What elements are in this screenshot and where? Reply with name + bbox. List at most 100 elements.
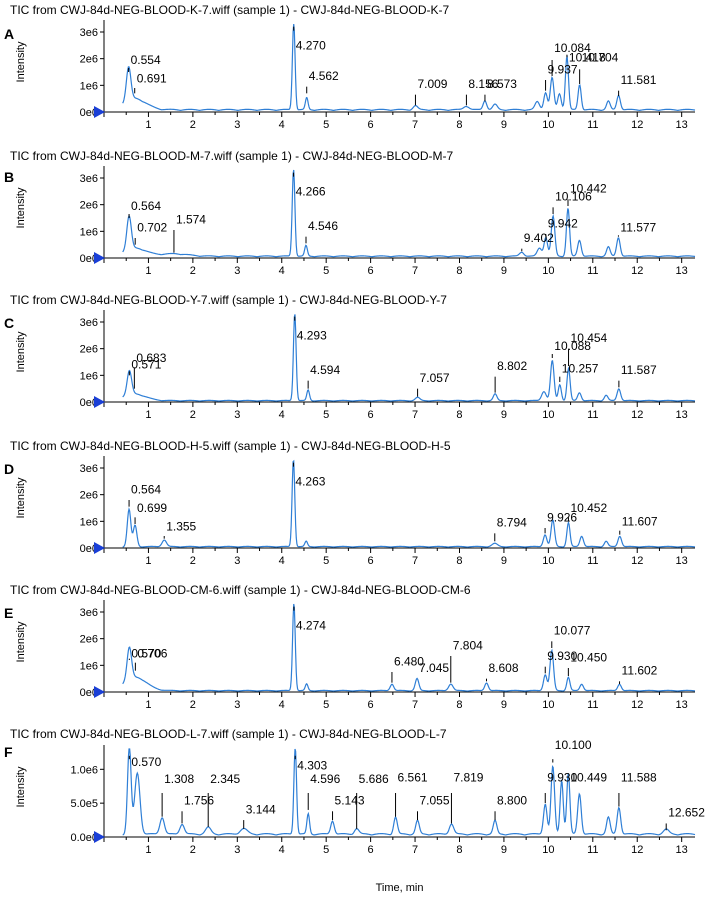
y-tick-label: 0e0 bbox=[80, 107, 98, 119]
x-tick-label: 8 bbox=[456, 844, 462, 856]
x-tick-label: 7 bbox=[412, 555, 418, 567]
x-tick-label: 8 bbox=[456, 119, 462, 131]
peak-label: 0.570 bbox=[131, 755, 161, 769]
peak-label: 0.570 bbox=[131, 646, 161, 660]
peak-point bbox=[579, 86, 581, 88]
panel-C: TIC from CWJ-84d-NEG-BLOOD-Y-7.wiff (sam… bbox=[4, 293, 696, 421]
peak-label: 1.308 bbox=[164, 772, 194, 786]
x-tick-label: 10 bbox=[542, 409, 554, 421]
peak-point bbox=[306, 99, 308, 101]
y-axis-label: Intensity bbox=[15, 621, 27, 662]
peak-label: 1.355 bbox=[166, 520, 196, 534]
peak-point bbox=[484, 102, 486, 104]
panel-letter: C bbox=[4, 315, 14, 331]
peak-point bbox=[559, 95, 561, 97]
peak-point bbox=[494, 395, 496, 397]
peak-label: 9.926 bbox=[547, 510, 577, 524]
panel-letter: A bbox=[4, 26, 14, 42]
x-tick-label: 4 bbox=[279, 844, 285, 856]
x-tick-label: 5 bbox=[323, 699, 329, 711]
y-tick-label: 3e6 bbox=[80, 173, 98, 185]
x-tick-label: 1 bbox=[145, 699, 151, 711]
peak-point bbox=[391, 685, 393, 687]
peak-point bbox=[551, 79, 553, 81]
x-tick-label: 2 bbox=[190, 844, 196, 856]
tic-trace bbox=[122, 169, 696, 258]
y-tick-label: 2e6 bbox=[80, 200, 98, 212]
y-tick-label: 3e6 bbox=[80, 317, 98, 329]
x-tick-label: 4 bbox=[279, 409, 285, 421]
x-tick-label: 10 bbox=[542, 844, 554, 856]
peak-point bbox=[128, 78, 130, 80]
peak-label: 10.449 bbox=[570, 770, 607, 784]
peak-label: 9.937 bbox=[548, 62, 578, 76]
panel-letter: D bbox=[4, 461, 14, 477]
x-tick-label: 6 bbox=[368, 555, 374, 567]
peak-label: 7.055 bbox=[419, 794, 449, 808]
x-tick-label: 12 bbox=[631, 265, 643, 277]
peak-label: 2.345 bbox=[210, 772, 240, 786]
peak-label: 3.144 bbox=[246, 802, 276, 816]
peak-label: 8.794 bbox=[497, 516, 527, 530]
peak-point bbox=[544, 535, 546, 537]
peak-label: 10.418 bbox=[569, 50, 606, 64]
panel-title: TIC from CWJ-84d-NEG-BLOOD-Y-7.wiff (sam… bbox=[10, 293, 447, 307]
x-tick-label: 3 bbox=[234, 119, 240, 131]
peak-point bbox=[306, 685, 308, 687]
peak-point bbox=[619, 537, 621, 539]
peak-label: 8.802 bbox=[497, 359, 527, 373]
x-tick-label: 13 bbox=[676, 844, 688, 856]
peak-point bbox=[294, 313, 296, 315]
peak-label: 9.942 bbox=[548, 216, 578, 230]
peak-label: 8.156 bbox=[468, 77, 498, 91]
peak-label: 4.266 bbox=[296, 184, 326, 198]
x-tick-label: 13 bbox=[676, 555, 688, 567]
peak-label: 0.691 bbox=[137, 72, 167, 86]
peak-point bbox=[605, 396, 607, 398]
peak-point bbox=[579, 796, 581, 798]
tic-trace bbox=[122, 314, 696, 402]
x-tick-label: 12 bbox=[631, 409, 643, 421]
panel-B: TIC from CWJ-84d-NEG-BLOOD-M-7.wiff (sam… bbox=[4, 149, 696, 277]
peak-point bbox=[128, 510, 130, 512]
x-tick-label: 4 bbox=[279, 119, 285, 131]
x-tick-label: 6 bbox=[368, 699, 374, 711]
panel-E: TIC from CWJ-84d-NEG-BLOOD-CM-6.wiff (sa… bbox=[4, 583, 696, 711]
peak-label: 4.546 bbox=[308, 219, 338, 233]
panel-title: TIC from CWJ-84d-NEG-BLOOD-L-7.wiff (sam… bbox=[10, 727, 447, 741]
peak-label: 10.704 bbox=[582, 50, 619, 64]
peak-point bbox=[163, 541, 165, 543]
x-tick-label: 13 bbox=[676, 119, 688, 131]
panel-D: TIC from CWJ-84d-NEG-BLOOD-H-5.wiff (sam… bbox=[4, 439, 696, 567]
peak-label: 4.293 bbox=[297, 328, 327, 342]
x-tick-label: 1 bbox=[145, 409, 151, 421]
x-tick-label: 4 bbox=[279, 555, 285, 567]
peak-point bbox=[581, 685, 583, 687]
x-tick-label: 2 bbox=[190, 409, 196, 421]
x-tick-label: 9 bbox=[501, 699, 507, 711]
peak-point bbox=[293, 23, 295, 25]
peak-point bbox=[618, 97, 620, 99]
peak-label: 4.562 bbox=[309, 69, 339, 83]
peak-point bbox=[466, 107, 468, 109]
x-tick-label: 4 bbox=[279, 265, 285, 277]
peak-point bbox=[551, 361, 553, 363]
peak-label: 10.106 bbox=[555, 190, 592, 204]
peak-point bbox=[305, 247, 307, 249]
peak-point bbox=[356, 831, 358, 833]
peak-label: 8.573 bbox=[487, 77, 517, 91]
panel-title: TIC from CWJ-84d-NEG-BLOOD-M-7.wiff (sam… bbox=[10, 149, 453, 163]
peak-point bbox=[307, 391, 309, 393]
panel-title: TIC from CWJ-84d-NEG-BLOOD-K-7.wiff (sam… bbox=[10, 3, 449, 17]
peak-label: 0.699 bbox=[137, 501, 167, 515]
peak-label: 10.257 bbox=[562, 362, 599, 376]
peak-point bbox=[173, 255, 175, 257]
y-tick-label: 1e6 bbox=[80, 226, 98, 238]
x-tick-label: 3 bbox=[234, 409, 240, 421]
tic-trace bbox=[122, 459, 696, 548]
x-tick-label: 11 bbox=[587, 555, 598, 567]
y-axis-label: Intensity bbox=[15, 477, 27, 518]
peak-point bbox=[486, 683, 488, 685]
y-tick-label: 2e6 bbox=[80, 490, 98, 502]
peak-point bbox=[618, 389, 620, 391]
